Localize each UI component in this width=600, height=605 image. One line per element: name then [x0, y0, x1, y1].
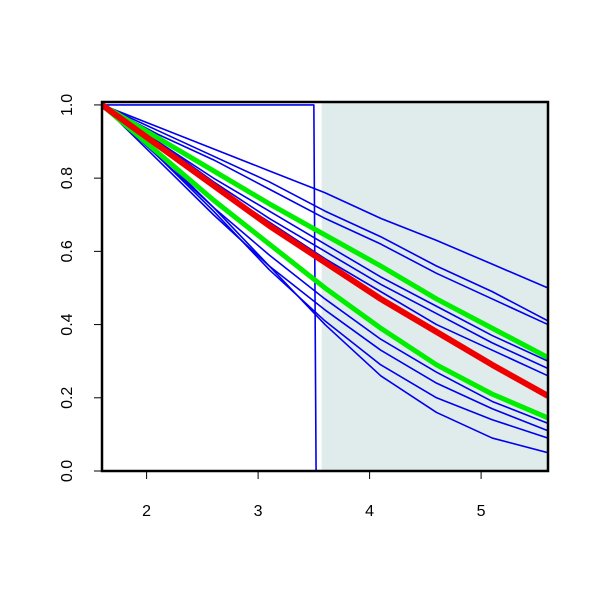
series-line — [102, 104, 548, 425]
series-line — [102, 104, 548, 432]
series-line — [102, 104, 548, 322]
x-tick-label: 3 — [254, 503, 263, 520]
series-line — [102, 103, 548, 421]
x-tick-label: 4 — [365, 503, 374, 520]
y-tick-label: 0.0 — [59, 460, 76, 482]
plot-area — [102, 102, 548, 471]
series-line — [102, 104, 548, 326]
x-tick-label: 2 — [142, 503, 151, 520]
series-line — [102, 102, 548, 399]
series-line — [102, 104, 548, 289]
series-line — [102, 104, 548, 362]
plot-frame — [100, 100, 550, 473]
series-line — [102, 104, 548, 471]
series-line — [102, 104, 548, 439]
shaded-region — [321, 102, 548, 471]
y-tick-label: 1.0 — [59, 94, 76, 116]
y-tick-label: 0.6 — [59, 240, 76, 262]
x-tick-label: 5 — [477, 503, 486, 520]
y-tick-label: 0.4 — [59, 313, 76, 335]
series-line — [102, 102, 548, 360]
y-tick-label: 0.2 — [59, 387, 76, 409]
y-tick-label: 0.8 — [59, 167, 76, 189]
